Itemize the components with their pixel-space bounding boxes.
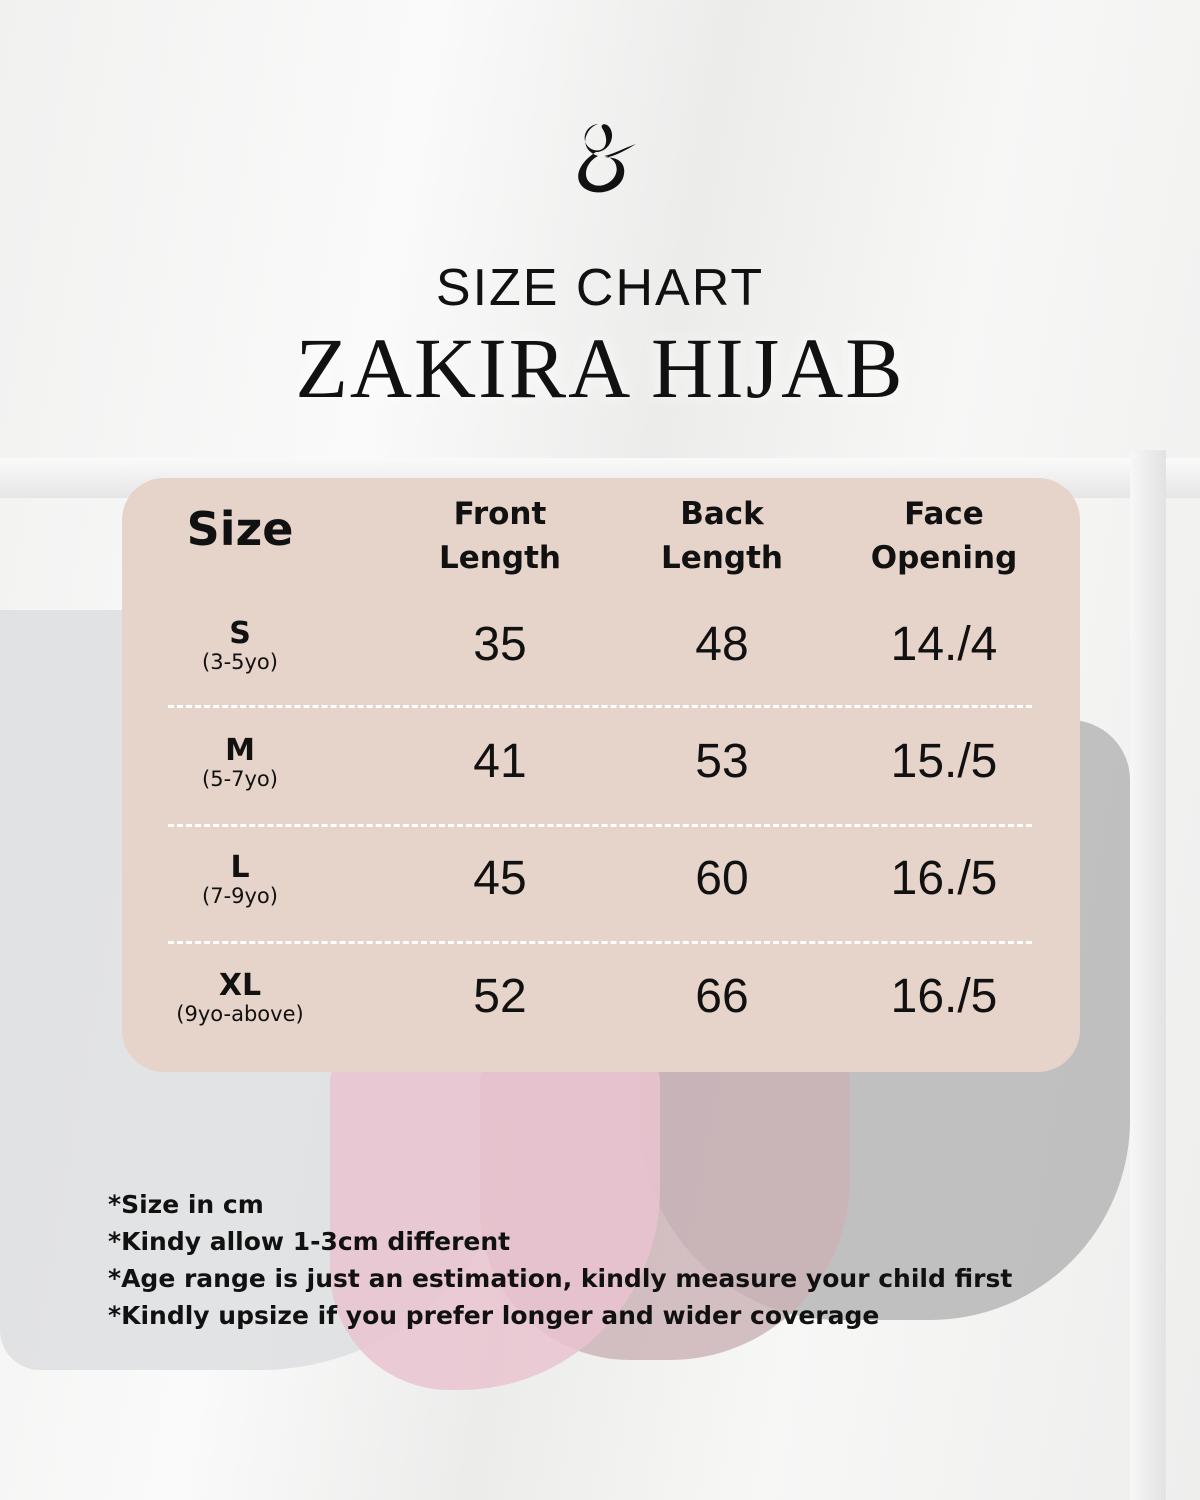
note: *Size in cm bbox=[108, 1190, 264, 1219]
header-size: Size bbox=[186, 502, 294, 556]
back-length-value: 48 bbox=[695, 618, 749, 671]
size-label: S (3-5yo) bbox=[202, 616, 278, 675]
header-front-length: Front Length bbox=[439, 496, 561, 576]
note: *Kindly upsize if you prefer longer and … bbox=[108, 1301, 880, 1330]
note: *Age range is just an estimation, kindly… bbox=[108, 1264, 1013, 1293]
face-opening-value: 15./5 bbox=[890, 735, 998, 788]
row-divider bbox=[168, 824, 1032, 827]
brand-logo bbox=[578, 124, 636, 193]
product-title: ZAKIRA HIJAB bbox=[295, 320, 905, 416]
size-label: M (5-7yo) bbox=[202, 733, 278, 792]
rail-post bbox=[1130, 450, 1166, 1500]
front-length-value: 41 bbox=[473, 735, 527, 788]
age-range: (7-9yo) bbox=[202, 884, 278, 908]
face-opening-value: 14./4 bbox=[890, 618, 998, 671]
back-length-value: 60 bbox=[695, 852, 749, 905]
size-table: Size Front Length Back Length Face Opening … bbox=[122, 478, 1080, 1072]
row-divider bbox=[168, 705, 1032, 708]
front-length-value: 45 bbox=[473, 852, 527, 905]
size-label: L (7-9yo) bbox=[202, 850, 278, 909]
header-face-opening: Face Opening bbox=[870, 496, 1018, 576]
age-range: (5-7yo) bbox=[202, 767, 278, 791]
face-opening-value: 16./5 bbox=[890, 970, 998, 1023]
notes: *Size in cm *Kindy allow 1-3cm different… bbox=[108, 1186, 1012, 1334]
front-length-value: 52 bbox=[473, 970, 527, 1023]
size-label: XL (9yo-above) bbox=[176, 968, 304, 1027]
back-length-value: 66 bbox=[695, 970, 749, 1023]
back-length-value: 53 bbox=[695, 735, 749, 788]
header-back-length: Back Length bbox=[661, 496, 783, 576]
row-divider bbox=[168, 941, 1032, 944]
note: *Kindy allow 1-3cm different bbox=[108, 1227, 511, 1256]
age-range: (9yo-above) bbox=[176, 1002, 304, 1026]
age-range: (3-5yo) bbox=[202, 650, 278, 674]
face-opening-value: 16./5 bbox=[890, 852, 998, 905]
size-chart-subtitle: SIZE CHART bbox=[435, 259, 765, 317]
front-length-value: 35 bbox=[473, 618, 527, 671]
